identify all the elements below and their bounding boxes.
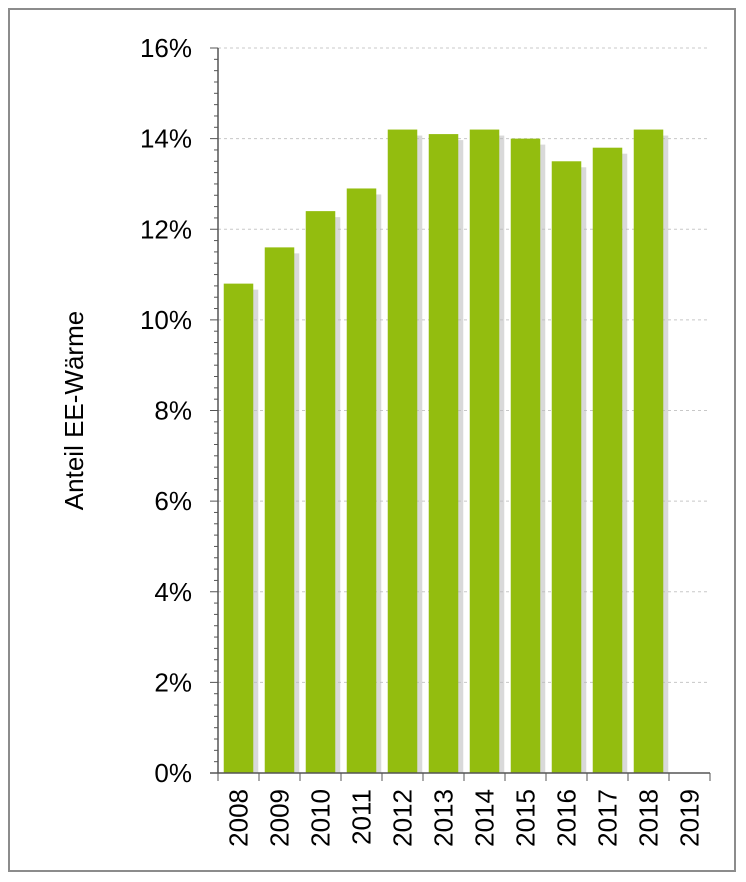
x-tick-label: 2014 xyxy=(470,789,500,847)
x-tick-label: 2016 xyxy=(552,789,582,847)
y-tick-label: 2% xyxy=(154,667,192,697)
x-tick-label: 2008 xyxy=(224,789,254,847)
bar-2015 xyxy=(510,138,541,773)
y-tick-label: 14% xyxy=(140,124,192,154)
y-tick-label: 10% xyxy=(140,305,192,335)
y-tick-label: 16% xyxy=(140,33,192,63)
x-tick-label: 2010 xyxy=(306,789,336,847)
y-tick-labels: 0% 2% 4% 6% 8% 10% 12% 14% 16% xyxy=(140,33,192,788)
bar-2011 xyxy=(346,188,377,773)
x-tick-label: 2017 xyxy=(593,789,623,847)
bar-2008 xyxy=(223,283,254,773)
x-tick-label: 2011 xyxy=(347,789,377,845)
y-tick-label: 8% xyxy=(154,396,192,426)
bar-2013 xyxy=(428,134,459,773)
y-tick-label: 12% xyxy=(140,214,192,244)
gridlines xyxy=(218,47,710,683)
y-tick-label: 0% xyxy=(154,758,192,788)
bar-2018 xyxy=(633,129,664,773)
x-tick-label: 2012 xyxy=(388,789,418,847)
y-tick-label: 4% xyxy=(154,577,192,607)
bars xyxy=(223,129,664,773)
x-tick-label: 2009 xyxy=(265,789,295,847)
y-tick-label: 6% xyxy=(154,486,192,516)
x-tick-labels: 2008 2009 2010 2011 2012 2013 2014 2015 2016 2017… xyxy=(224,789,705,847)
bar-2010 xyxy=(305,211,336,773)
bar-2016 xyxy=(551,161,582,773)
bar-2014 xyxy=(469,129,500,773)
bar-2009 xyxy=(264,247,295,773)
axes xyxy=(210,47,711,781)
x-tick-label: 2015 xyxy=(511,789,541,847)
x-tick-label: 2019 xyxy=(675,789,705,847)
y-axis-label: Anteil EE-Wärme xyxy=(59,311,89,510)
bar-2012 xyxy=(387,129,418,773)
x-tick-label: 2013 xyxy=(429,789,459,847)
x-tick-label: 2018 xyxy=(634,789,664,847)
bar-2017 xyxy=(592,147,623,773)
